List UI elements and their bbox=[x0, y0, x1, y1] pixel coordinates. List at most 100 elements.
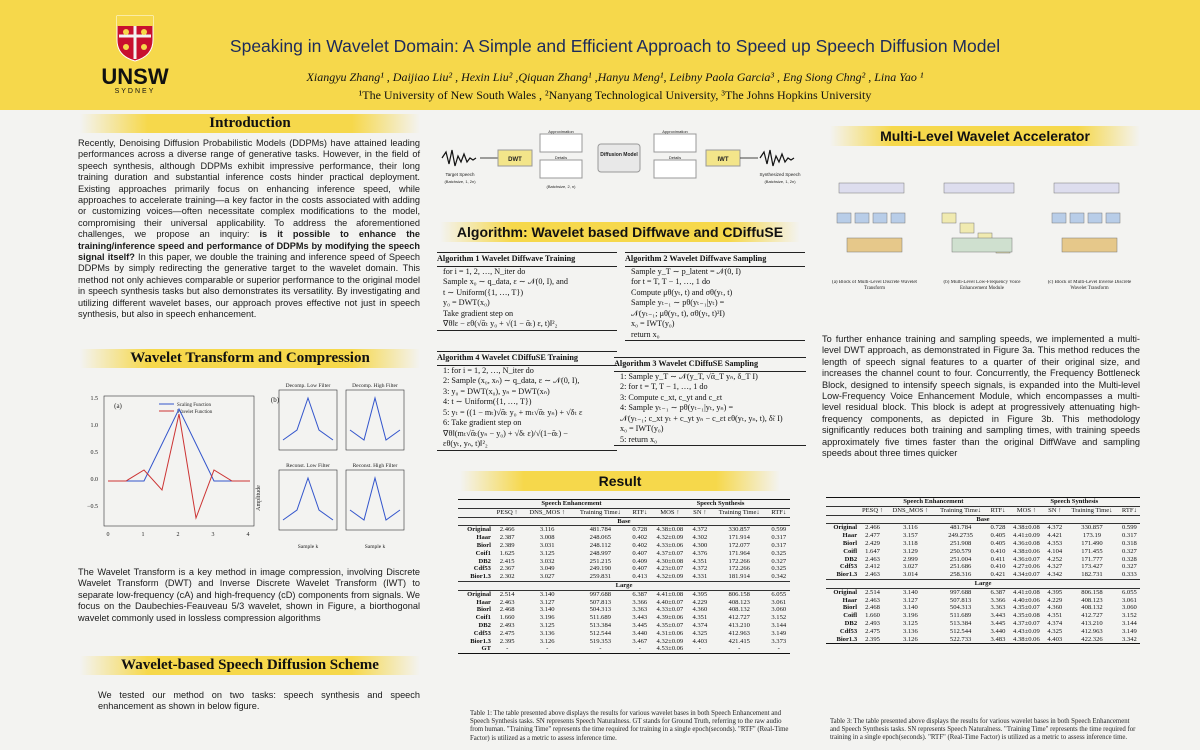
table-row: DB2 2.493 3.125 513.384 3.445 4.37±0.07 4.374 4… bbox=[826, 620, 1140, 628]
table-row: Coif1 1.625 3.125 248.997 0.407 4.37±0.07 4.37… bbox=[458, 550, 790, 558]
algorithm-line: Compute μθ(yₜ, t) and σθ(yₜ, t) bbox=[631, 287, 733, 297]
cell: 408.123 bbox=[728, 598, 750, 606]
cell: 2.493 bbox=[499, 621, 515, 629]
cell: 0.407 bbox=[632, 565, 648, 573]
cell: 3.060 bbox=[1121, 604, 1137, 612]
cell: 248.112 bbox=[589, 541, 611, 549]
row-label: Coifl bbox=[843, 612, 858, 620]
table-row: DB2 2.463 2.999 251.004 0.411 4.36±0.07 4.252 1… bbox=[826, 556, 1140, 564]
cell: 2.387 bbox=[499, 534, 515, 542]
cell: 1.660 bbox=[499, 614, 515, 622]
header-band bbox=[0, 0, 1200, 110]
table-row: Haar 2.477 3.157 249.2735 0.405 4.41±0.09 4.42… bbox=[826, 532, 1140, 540]
cell: 4.325 bbox=[692, 629, 708, 637]
cell: 3.060 bbox=[771, 606, 787, 614]
table-row: Bior1.3 2.395 3.126 519.353 3.467 4.32±0.09 4.… bbox=[458, 638, 790, 646]
cell: 2.389 bbox=[499, 541, 515, 549]
cell: 2.493 bbox=[865, 619, 880, 627]
cell: 3.366 bbox=[990, 596, 1006, 604]
cell: 2.463 bbox=[499, 598, 515, 606]
table-row: Cdf53 2.475 3.136 512.544 3.440 4.31±0.06 4.32… bbox=[458, 630, 790, 638]
block bbox=[959, 222, 975, 234]
cell: 2.395 bbox=[858, 635, 887, 645]
row-label: GT bbox=[458, 645, 492, 655]
cell: 3.157 bbox=[902, 532, 918, 540]
cell: 2.367 bbox=[499, 565, 515, 573]
affiliations: ¹The University of New South Wales , ²Na… bbox=[358, 88, 872, 102]
cell: 4.229 bbox=[1047, 596, 1063, 604]
cell: 504.313 bbox=[949, 604, 972, 612]
cell: 4.38±0.06 bbox=[1008, 635, 1045, 645]
figure-text: (b) bbox=[271, 396, 280, 404]
diagram-label: Synthesized Speech bbox=[759, 172, 801, 177]
cell: 3.136 bbox=[902, 627, 918, 635]
cell: 3.440 bbox=[990, 627, 1006, 635]
group-header: Speech Enhancement bbox=[491, 499, 651, 509]
algorithm-box: Algorithm 2 Wavelet Diffwave Sampling Sam… bbox=[625, 252, 805, 341]
cell: 3.032 bbox=[539, 557, 555, 565]
row-label: Coifl bbox=[843, 547, 858, 555]
cell: 0.421 bbox=[990, 571, 1006, 579]
cell: 3.443 bbox=[632, 614, 648, 622]
row-label: DB2 bbox=[844, 619, 858, 627]
row-label: Coif1 bbox=[475, 549, 491, 557]
cell: 2.468 bbox=[499, 606, 515, 614]
row-label: Biorl bbox=[842, 604, 858, 612]
cell: 4.360 bbox=[692, 606, 708, 614]
algorithm-line: 1: for i = 1, 2, …, N_iter do bbox=[443, 365, 534, 375]
cell: 3.116 bbox=[539, 526, 555, 534]
cell: 3.125 bbox=[539, 621, 555, 629]
column-header: PESQ ↑ bbox=[491, 507, 523, 518]
cell: 512.544 bbox=[589, 629, 612, 637]
cell: 3.373 bbox=[771, 637, 787, 645]
row-label: Original bbox=[833, 524, 858, 532]
cell: 3.140 bbox=[539, 606, 555, 614]
column-header: MOS ↑ bbox=[651, 507, 689, 518]
box bbox=[539, 133, 583, 153]
column-header: Training Time↓ bbox=[572, 507, 629, 518]
cell: 0.327 bbox=[771, 557, 787, 565]
section-heading: Wavelet-based Speech Diffusion Scheme bbox=[80, 656, 420, 675]
table-wrap: Speech Enhancement Speech Synthesis PESQ ↑… bbox=[826, 497, 1140, 645]
section-row: Large bbox=[458, 580, 790, 591]
block bbox=[890, 212, 906, 224]
cell: 4.351 bbox=[692, 557, 708, 565]
column-header: Training Time↓ bbox=[1065, 505, 1119, 516]
cell: 2.514 bbox=[865, 588, 880, 596]
cell: 408.123 bbox=[1081, 596, 1103, 604]
cell: 0.413 bbox=[632, 573, 648, 581]
cell: 3.126 bbox=[886, 635, 934, 645]
cell: - bbox=[628, 645, 651, 655]
cell: 4.36±0.08 bbox=[1013, 539, 1040, 547]
cell: 173.19 bbox=[1082, 532, 1102, 540]
algorithm-line: Sample x₀ ∼ q_data, ε ∼ 𝒩(0, I), and bbox=[443, 277, 568, 286]
text: Recently, Denoising Diffusion Probabilis… bbox=[78, 138, 420, 240]
logo-shield bbox=[116, 15, 154, 62]
cell: 4.39±0.06 bbox=[656, 614, 684, 622]
cell: 4.43±0.09 bbox=[1013, 627, 1040, 635]
row-label: Bior1.3 bbox=[470, 573, 491, 581]
cell: 4.325 bbox=[1047, 627, 1063, 635]
column-header: DNS_MOS ↑ bbox=[886, 505, 934, 516]
block bbox=[1053, 182, 1120, 194]
cell: 3.366 bbox=[632, 598, 648, 606]
title: Speaking in Wavelet Domain: A Simple and… bbox=[229, 36, 1001, 56]
column-header: DNS_MOS ↑ bbox=[522, 507, 573, 518]
algorithm-line: 5: return x₀ bbox=[620, 434, 657, 444]
table-row: Biorl 2.389 3.031 248.112 0.402 4.33±0.06 4.30… bbox=[458, 542, 790, 550]
results-table: Speech Enhancement Speech Synthesis PESQ ↑… bbox=[458, 499, 790, 655]
algorithm-title: Algorithm 4 Wavelet CDiffuSE Training bbox=[437, 352, 617, 366]
cell: 2.466 bbox=[499, 526, 515, 534]
section-heading: Algorithm: Wavelet based Diffwave and CD… bbox=[440, 222, 800, 242]
section-label: Large bbox=[826, 578, 1140, 589]
row-label: Cdf53 bbox=[839, 627, 858, 635]
cell: 513.384 bbox=[589, 621, 612, 629]
column-header: RTF↓ bbox=[987, 505, 1009, 516]
cell: 4.53±0.06 bbox=[651, 645, 689, 655]
plot-frame bbox=[103, 395, 255, 527]
algorithm-title: Algorithm 1 Wavelet Diffwave Training bbox=[437, 253, 617, 267]
cell: 522.733 bbox=[933, 635, 988, 645]
cell: 2.302 bbox=[499, 573, 515, 581]
cell: 251.215 bbox=[589, 557, 612, 565]
